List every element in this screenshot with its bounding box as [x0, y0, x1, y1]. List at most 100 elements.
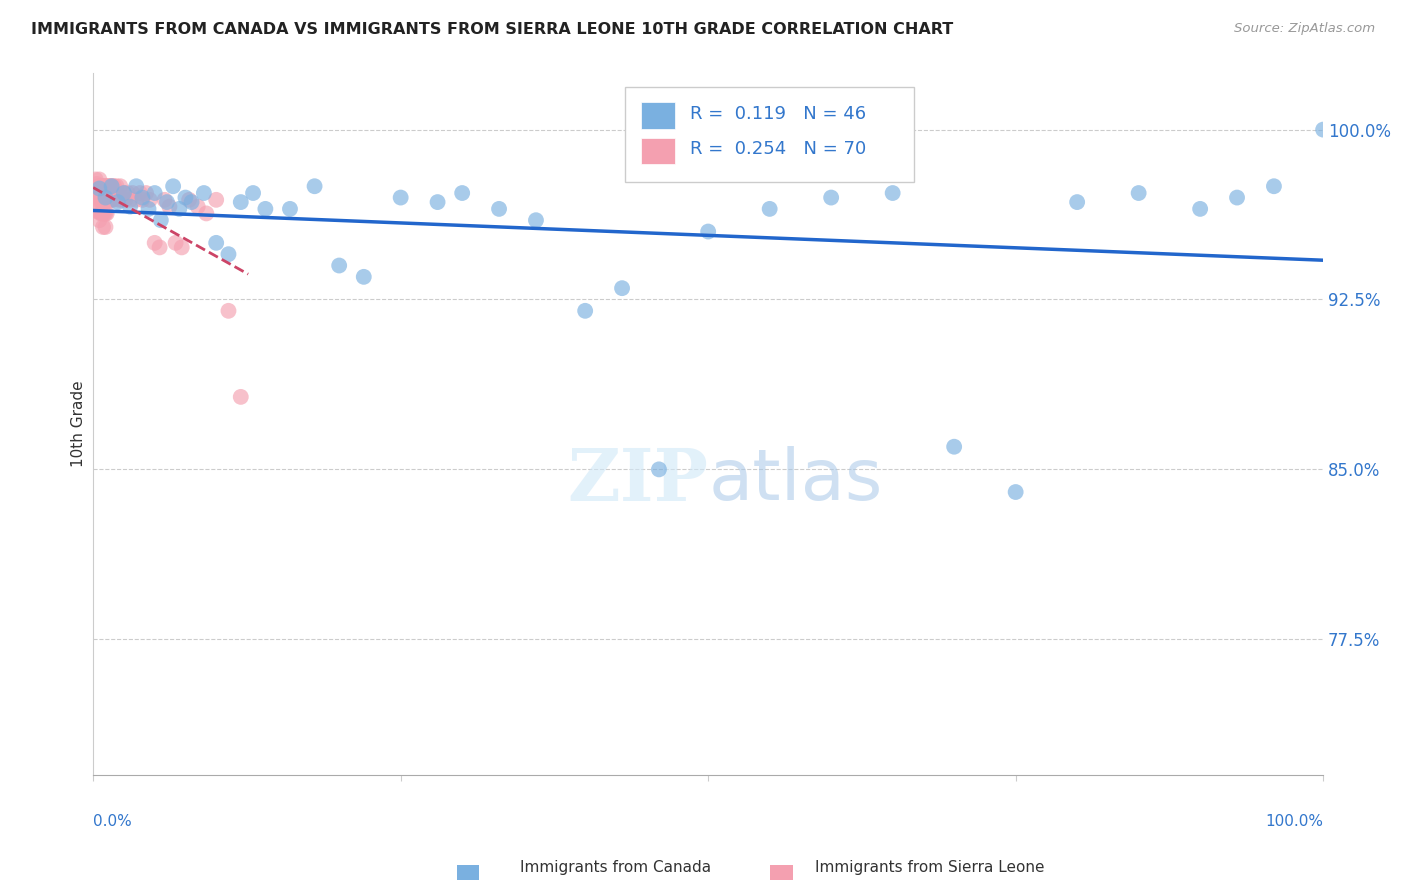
Point — [193, 186, 215, 200]
Point — [84, 172, 107, 186]
Point — [112, 186, 135, 200]
Point — [610, 281, 633, 295]
Point — [187, 200, 209, 214]
Point — [87, 179, 110, 194]
Point — [107, 186, 129, 200]
Point — [205, 193, 228, 207]
Point — [94, 206, 117, 220]
Point — [131, 193, 153, 207]
Text: ZIP: ZIP — [567, 445, 709, 516]
Point — [328, 259, 350, 273]
Point — [125, 193, 148, 207]
Point — [1312, 122, 1334, 136]
Point — [97, 193, 120, 207]
Point — [89, 172, 111, 186]
Point — [697, 225, 720, 239]
Point — [98, 179, 121, 194]
Point — [112, 186, 135, 200]
Point — [91, 193, 114, 207]
Point — [96, 179, 118, 194]
Point — [180, 195, 202, 210]
Point — [110, 193, 132, 207]
Point — [114, 193, 136, 207]
Point — [94, 219, 117, 234]
Point — [131, 190, 153, 204]
Point — [229, 195, 252, 210]
FancyBboxPatch shape — [624, 87, 914, 182]
Point — [943, 440, 966, 454]
Point — [488, 202, 510, 216]
FancyBboxPatch shape — [641, 137, 675, 164]
Point — [426, 195, 449, 210]
Point — [100, 193, 122, 207]
Point — [156, 195, 179, 210]
Point — [100, 193, 122, 207]
Point — [195, 206, 218, 220]
Point — [105, 179, 128, 194]
Point — [242, 186, 264, 200]
Point — [162, 179, 184, 194]
Point — [1128, 186, 1150, 200]
Point — [170, 240, 193, 254]
Point — [96, 193, 118, 207]
Point — [100, 179, 122, 194]
Text: R =  0.254   N = 70: R = 0.254 N = 70 — [690, 140, 866, 158]
Point — [218, 247, 240, 261]
Point — [254, 202, 277, 216]
Point — [107, 195, 129, 210]
Point — [89, 186, 111, 200]
Point — [91, 206, 114, 220]
Point — [86, 190, 108, 204]
Point — [125, 179, 148, 194]
Point — [97, 179, 120, 194]
Text: Immigrants from Sierra Leone: Immigrants from Sierra Leone — [815, 861, 1045, 875]
Point — [94, 193, 117, 207]
Point — [90, 193, 112, 207]
Point — [90, 206, 112, 220]
Point — [1263, 179, 1285, 194]
Text: 0.0%: 0.0% — [93, 814, 132, 829]
Point — [149, 240, 172, 254]
Point — [129, 186, 152, 200]
Point — [93, 179, 115, 194]
Point — [94, 179, 117, 194]
Point — [165, 235, 187, 250]
Point — [882, 186, 904, 200]
Point — [121, 186, 143, 200]
Point — [205, 235, 228, 250]
Point — [103, 179, 125, 194]
Point — [91, 179, 114, 194]
Point — [87, 193, 110, 207]
Point — [96, 206, 118, 220]
Point — [89, 213, 111, 227]
Point — [278, 202, 301, 216]
Text: IMMIGRANTS FROM CANADA VS IMMIGRANTS FROM SIERRA LEONE 10TH GRADE CORRELATION CH: IMMIGRANTS FROM CANADA VS IMMIGRANTS FRO… — [31, 22, 953, 37]
Point — [90, 206, 112, 220]
Point — [117, 186, 139, 200]
Point — [86, 204, 108, 219]
Point — [820, 190, 842, 204]
Point — [91, 219, 114, 234]
Point — [229, 390, 252, 404]
Point — [143, 186, 166, 200]
Point — [101, 193, 124, 207]
Y-axis label: 10th Grade: 10th Grade — [72, 381, 86, 467]
Point — [353, 269, 375, 284]
Point — [90, 179, 112, 194]
Text: 100.0%: 100.0% — [1265, 814, 1323, 829]
Point — [174, 190, 197, 204]
Point — [389, 190, 412, 204]
Point — [179, 193, 201, 207]
Point — [90, 179, 112, 194]
Point — [98, 193, 121, 207]
Point — [120, 193, 142, 207]
Point — [524, 213, 547, 227]
Point — [94, 190, 117, 204]
FancyBboxPatch shape — [641, 103, 675, 129]
Point — [1066, 195, 1088, 210]
Point — [1189, 202, 1212, 216]
Point — [89, 181, 111, 195]
Point — [104, 186, 127, 200]
Point — [169, 202, 191, 216]
Point — [574, 303, 596, 318]
